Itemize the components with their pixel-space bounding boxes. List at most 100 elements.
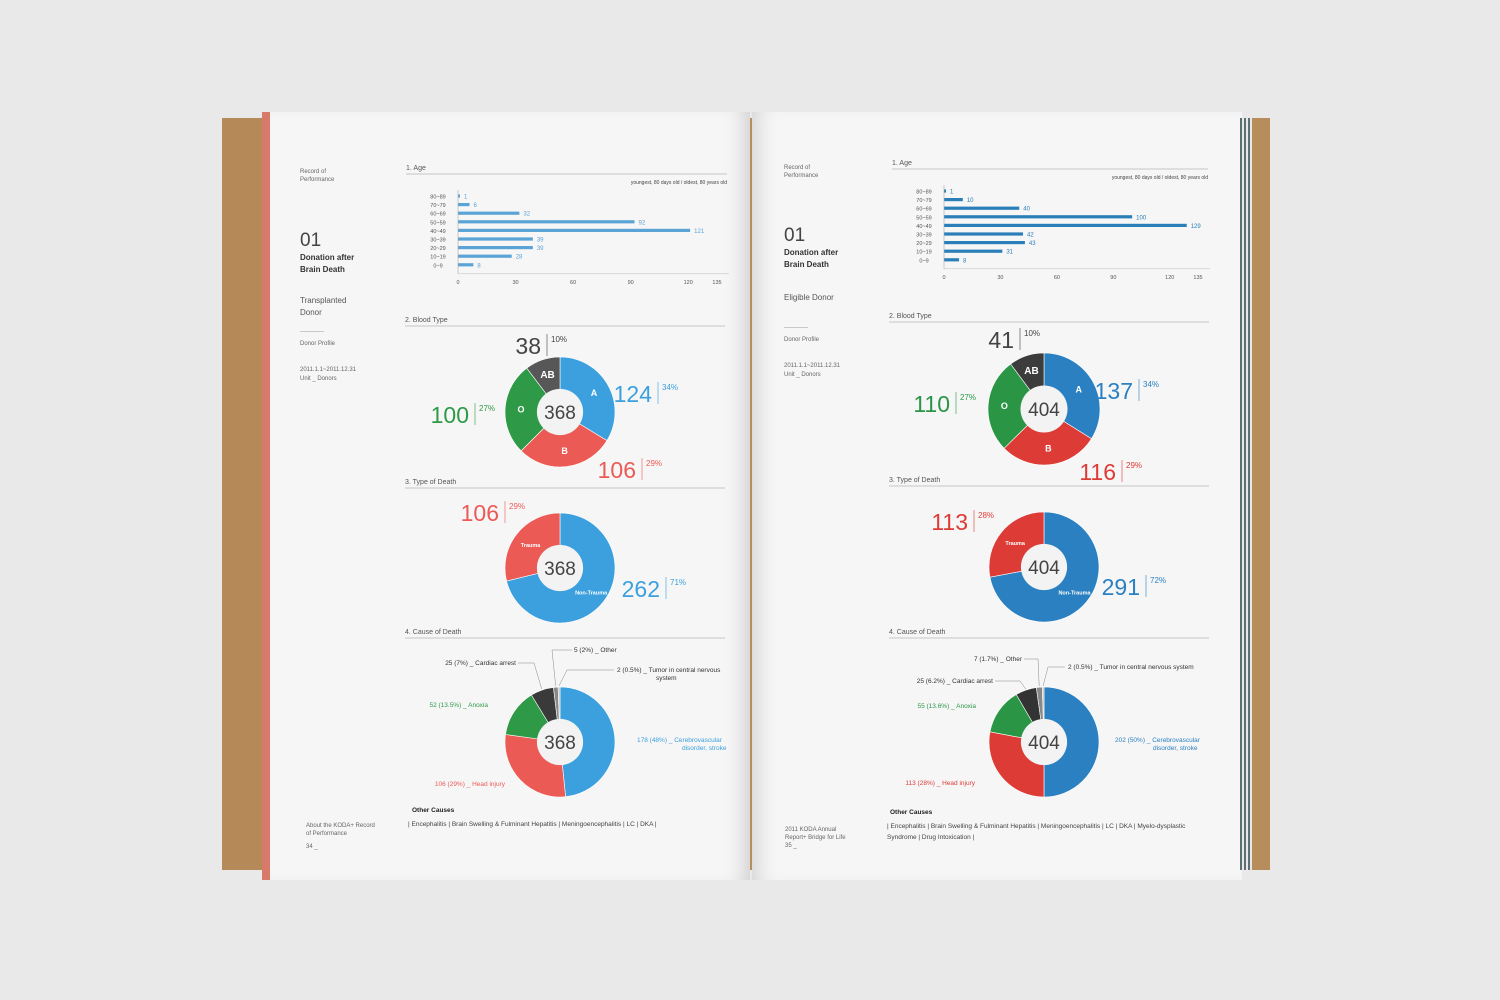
- age-value-label: 121: [694, 229, 705, 235]
- period-label: 2011.1.1~2011.12.31: [300, 367, 356, 373]
- slice-label: Non-Trauma: [575, 590, 608, 596]
- page-header: Record of Performance: [300, 169, 335, 183]
- slice-value: 41: [988, 327, 1014, 353]
- slice-value: 124: [614, 381, 653, 407]
- x-tick-label: 135: [1193, 275, 1202, 281]
- cause-label: 2 (0.5%) _ Tumor in central nervous syste…: [617, 667, 721, 682]
- age-value-label: 1: [950, 190, 954, 196]
- age-category-label: 30~39: [916, 233, 931, 239]
- donut-hole: [1020, 543, 1068, 591]
- donut-total: 404: [1028, 733, 1060, 754]
- cause-label: 202 (50%) _ Cerebrovascular disorder, str…: [1115, 737, 1201, 752]
- slice-label: B: [561, 446, 568, 456]
- age-category-label: 10~19: [430, 255, 445, 261]
- age-bar: [944, 232, 1024, 236]
- age-value-label: 39: [537, 246, 544, 252]
- slice-value: 100: [431, 402, 469, 428]
- unit-label: Unit _ Donors: [300, 376, 337, 382]
- cause-label: 25 (7%) _ Cardiac arrest: [445, 660, 516, 667]
- slice-value: 106: [461, 500, 499, 526]
- period-label: 2011.1.1~2011.12.31: [784, 363, 840, 369]
- age-category-label: 50~59: [430, 220, 445, 226]
- cause-label: 5 (2%) _ Other: [574, 647, 617, 654]
- slice-label: AB: [1024, 366, 1038, 377]
- category-label: Donor Profile: [784, 337, 820, 343]
- age-value-label: 39: [537, 238, 544, 244]
- age-bar: [944, 258, 960, 262]
- section-title: Donation after Brain Death: [300, 253, 355, 274]
- section-subtitle: Transplanted Donor: [300, 296, 347, 317]
- slice-label: O: [1001, 401, 1008, 411]
- other-causes-list: | Encephalitis | Brain Swelling & Fulmin…: [887, 823, 1186, 841]
- pie-slice: [520, 411, 608, 468]
- age-value-label: 42: [1027, 233, 1034, 239]
- donut-total: 404: [1028, 558, 1060, 579]
- charts-right: 1. Age youngest, 80 days old / oldest, 80…: [889, 160, 1210, 798]
- slice-percent: 71%: [670, 578, 686, 587]
- age-bar: [458, 220, 635, 224]
- slice-percent: 10%: [551, 335, 567, 344]
- page-header: Record of Performance: [784, 165, 819, 179]
- age-category-label: 30~39: [430, 238, 445, 244]
- leader-line: [551, 649, 572, 687]
- leader-line: [558, 669, 614, 687]
- unit-label: Unit _ Donors: [784, 372, 821, 378]
- donut-total: 404: [1028, 400, 1060, 421]
- leader-line: [518, 662, 542, 690]
- age-bar: [458, 211, 520, 215]
- age-bar: [944, 198, 963, 202]
- slice-value: 110: [913, 391, 950, 417]
- slice-percent: 27%: [479, 404, 495, 413]
- age-bar: [944, 189, 946, 193]
- leader-line: [1024, 658, 1040, 687]
- age-bar: [458, 194, 460, 198]
- age-value-label: 8: [477, 263, 481, 269]
- age-category-label: 80~89: [916, 190, 931, 196]
- slice-value: 38: [515, 333, 541, 359]
- age-value-label: 10: [967, 198, 974, 204]
- slice-label: B: [1045, 444, 1052, 454]
- age-value-label: 40: [1023, 207, 1030, 213]
- x-tick-label: 90: [628, 280, 634, 286]
- slice-value: 137: [1095, 378, 1133, 404]
- age-category-label: 20~29: [430, 246, 445, 252]
- cause-label: 2 (0.5%) _ Tumor in central nervous syst…: [1068, 664, 1194, 671]
- age-bar: [458, 254, 512, 258]
- left-page: Record of Performance 01 Donation after …: [262, 112, 750, 880]
- divider: [300, 331, 324, 332]
- age-category-label: 50~59: [916, 215, 931, 221]
- slice-label: Non-Trauma: [1058, 590, 1091, 596]
- slice-percent: 29%: [646, 459, 662, 468]
- age-bar: [944, 241, 1025, 245]
- slice-label: Trauma: [521, 543, 542, 549]
- age-bar: [458, 246, 533, 250]
- donut-total: 368: [544, 733, 576, 754]
- age-value-label: 43: [1029, 241, 1036, 247]
- pie-slice: [1003, 408, 1092, 466]
- chart-title: 4. Cause of Death: [405, 629, 462, 636]
- slice-percent: 72%: [1150, 576, 1166, 585]
- age-category-label: 70~79: [916, 198, 931, 204]
- slice-percent: 29%: [509, 502, 525, 511]
- chart-title: 4. Cause of Death: [889, 629, 946, 636]
- chart-title: 1. Age: [892, 160, 912, 167]
- section-number: 01: [784, 225, 806, 246]
- x-tick-label: 120: [1165, 275, 1174, 281]
- pie-slice: [504, 367, 561, 452]
- charts-left: 1. Age youngest, 80 days old / oldest, 80…: [405, 165, 729, 798]
- age-category-label: 40~49: [916, 224, 931, 230]
- page-footer: 2011 KODA Annual Report+ Bridge for Life: [785, 827, 846, 841]
- slice-percent: 34%: [1143, 380, 1159, 389]
- chart-title: 3. Type of Death: [889, 477, 940, 484]
- page-footer: About the KODA+ Record of Performance: [306, 823, 375, 837]
- age-bar: [944, 223, 1187, 227]
- x-tick-label: 30: [512, 280, 518, 286]
- age-bar: [458, 203, 470, 207]
- x-tick-label: 135: [712, 280, 721, 286]
- age-bar: [458, 263, 474, 267]
- x-tick-label: 60: [1054, 275, 1060, 281]
- age-category-label: 0~9: [433, 263, 442, 269]
- age-bar: [944, 215, 1133, 219]
- other-causes-title: Other Causes: [890, 809, 933, 816]
- donut-hole: [536, 718, 584, 766]
